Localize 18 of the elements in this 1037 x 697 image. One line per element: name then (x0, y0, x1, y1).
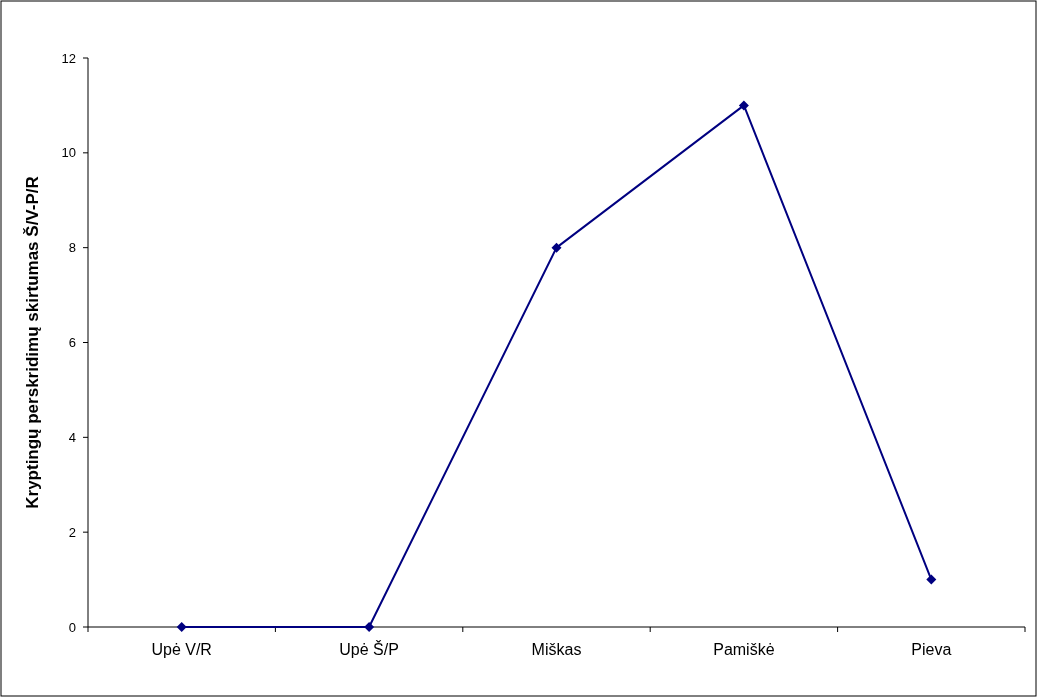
y-tick-label: 2 (68, 524, 76, 540)
y-tick-label: 6 (68, 335, 76, 351)
point (176, 622, 187, 632)
y-tick-label: 4 (68, 429, 76, 445)
x-tick-label: Upė Š/P (339, 640, 399, 658)
y-tick-label: 12 (61, 50, 76, 66)
y-tick-label: 0 (68, 619, 76, 635)
x-tick-label: Miškas (531, 641, 582, 658)
x-tick-label: Pieva (911, 641, 952, 658)
point (926, 574, 937, 585)
x-tick-label: Pamiškė (713, 641, 775, 658)
y-tick-label: 8 (68, 240, 76, 256)
point (738, 100, 749, 111)
y-axis-title: Kryptingų perskridimų skirtumas Š/V-P/R (23, 176, 42, 509)
point (364, 622, 375, 632)
point (551, 242, 562, 253)
x-tick-label: Upė V/R (151, 641, 212, 658)
y-tick-label: 10 (61, 145, 76, 161)
